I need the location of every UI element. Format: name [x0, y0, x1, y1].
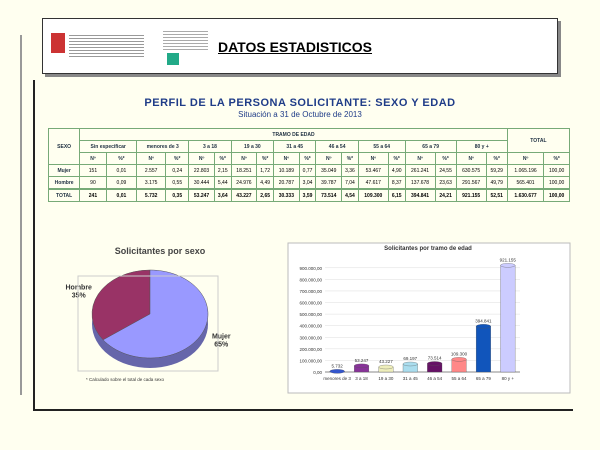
logo-shield [51, 33, 65, 53]
bar-value-label: 921.155 [500, 257, 517, 262]
table-cell: 630.575 [455, 164, 487, 177]
table-cell: 0,01 [105, 164, 138, 177]
bar-value-label: 69.197 [403, 356, 417, 361]
table-title: PERFIL DE LA PERSONA SOLICITANTE: SEXO Y… [144, 97, 456, 109]
logo-text [163, 29, 208, 51]
data-table: SEXO TRAMO DE EDAD TOTAL Sin especificar men… [47, 128, 571, 202]
table-cell: 100,00 [543, 164, 570, 177]
table-cell: 109.300 [357, 188, 389, 202]
pie-slice [91, 269, 151, 341]
table-cell: 73.514 [315, 188, 343, 202]
pie-note: * Calculado sobre el total de cada sexo [86, 377, 165, 382]
table-cell: 2,65 [256, 188, 275, 202]
sub-row: Nº %* Nº %* Nº %* Nº %* Nº %* Nº %* Nº %* Nº %* Nº %* Nº %* [49, 152, 570, 165]
y-tick-label: 800.000,00 [299, 277, 322, 282]
x-tick-label: 55 a 64 [452, 376, 468, 381]
table-cell: 2.557 [136, 164, 167, 177]
table-cell: 0,77 [298, 164, 317, 177]
table-cell: 0,24 [165, 164, 190, 177]
y-tick-label: 900.000,00 [299, 266, 322, 271]
y-tick-label: 200.000,00 [299, 347, 322, 352]
table-cell: 24,55 [434, 164, 457, 177]
bar [475, 326, 491, 373]
side-rule [20, 35, 22, 395]
table-cell: 100,00 [543, 188, 570, 202]
table-cell: 53.467 [357, 164, 389, 177]
bar-cap [427, 361, 443, 366]
y-tick-label: 100.000,00 [299, 358, 322, 363]
pie-value-label: 35% [72, 292, 87, 299]
table-cell: 394.841 [404, 188, 436, 202]
bar-cap [329, 369, 345, 374]
table-cell: 35.049 [315, 164, 343, 177]
header-row: SEXO TRAMO DE EDAD TOTAL [47, 128, 571, 165]
bar-cap [402, 361, 418, 367]
y-tick-label: 700.000,00 [299, 289, 322, 294]
imserso-logo [167, 53, 179, 65]
table-cell: 241 [79, 188, 107, 202]
x-tick-label: 3 a 18 [355, 376, 368, 381]
table-cell: 151 [79, 164, 107, 177]
bar-cap [378, 364, 394, 370]
y-tick-label: 400.000,00 [299, 324, 322, 329]
x-tick-label: 65 a 79 [476, 376, 492, 381]
row-label: TOTAL [47, 188, 81, 202]
table-cell: 2,15 [213, 164, 232, 177]
bar-cap [500, 263, 516, 268]
table-cell: 261.241 [404, 164, 436, 177]
table-subtitle: Situación a 31 de Octubre de 2013 [238, 110, 362, 119]
logo-text [69, 33, 144, 57]
x-tick-label: menores de 3 [323, 376, 351, 381]
data-row: TOTAL 241 0,01 5.732 0,35 53.247 3,64 43.227 2,6… [47, 188, 570, 202]
bar-value-label: 394.841 [475, 318, 492, 323]
x-tick-label: 80 y + [502, 376, 515, 381]
x-tick-label: 46 a 54 [427, 376, 443, 381]
bar [500, 265, 516, 373]
table-cell: 0,01 [105, 188, 138, 202]
bar-value-label: 43.227 [379, 359, 393, 364]
bar-value-label: 53.247 [355, 358, 369, 363]
header-title: DATOS ESTADISTICOS [218, 39, 373, 55]
bottom-rule [33, 409, 573, 411]
bar-cap [354, 363, 370, 368]
table-cell: 3,59 [298, 188, 317, 202]
table-cell: 1,72 [256, 164, 275, 177]
legend-box [77, 275, 219, 372]
x-tick-label: 19 a 30 [378, 376, 394, 381]
bar-value-label: 109.300 [451, 351, 468, 356]
table-cell: 0,35 [165, 188, 190, 202]
pie-label: Mujer [212, 334, 231, 341]
table-cell: 1.630.677 [506, 188, 545, 202]
bar-cap [451, 357, 467, 362]
table-cell: 3,64 [213, 188, 232, 202]
left-rule [33, 80, 35, 410]
table-cell: 18.251 [230, 164, 258, 177]
pie-value-label: 65% [214, 342, 229, 349]
table-cell: 53.247 [188, 188, 215, 202]
bar-value-label: 73.514 [428, 355, 442, 360]
table-cell: 43.227 [230, 188, 258, 202]
total-header: TOTAL [506, 128, 571, 153]
data-row: Mujer 151 0,01 2.557 0,24 22.803 2,15 18.251 1,7… [47, 164, 570, 177]
bar-value-label: 5.732 [332, 363, 344, 368]
corner-cell: SEXO [47, 128, 81, 165]
chart-title: Solicitantes por sexo [115, 246, 206, 256]
table-cell: 24,21 [434, 188, 457, 202]
y-tick-label: 600.000,00 [299, 301, 322, 306]
pie-label: Hombre [65, 284, 92, 291]
table-cell: 4,90 [387, 164, 406, 177]
y-tick-label: 300.000,00 [299, 335, 322, 340]
header-box: DATOS ESTADISTICOS [42, 18, 558, 74]
x-tick-label: 31 a 45 [403, 376, 419, 381]
table-cell: 1.065.196 [506, 164, 545, 177]
y-tick-label: 0,00 [313, 370, 322, 375]
bar-cap [475, 324, 491, 329]
chart-title: Solicitantes por tramo de edad [384, 246, 472, 252]
y-tick-label: 500.000,00 [299, 312, 322, 317]
